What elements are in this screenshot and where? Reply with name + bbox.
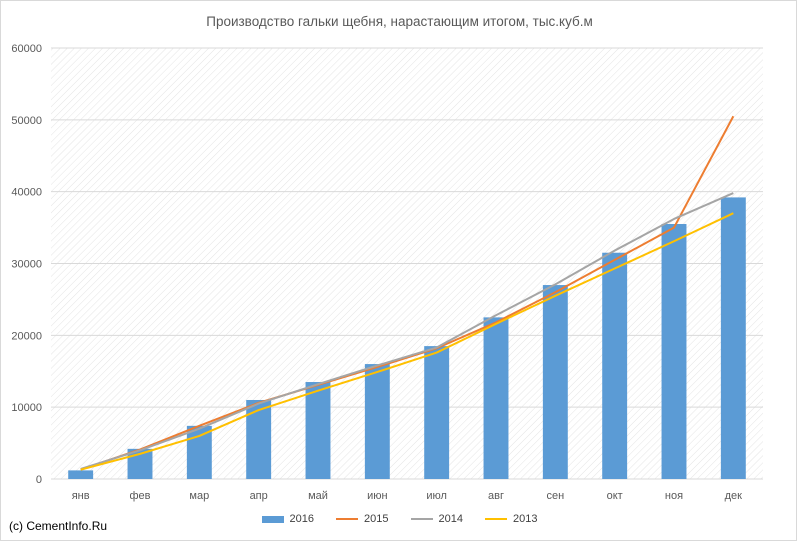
legend-item-2015: 2015 [336,513,389,525]
bar-2016 [186,425,212,479]
x-tick-label: май [308,490,328,502]
legend-item-2013: 2013 [484,513,538,525]
bar-series-2016 [68,197,746,479]
y-tick-label: 60000 [11,43,42,55]
legend-item-2016: 2016 [261,513,315,525]
bar-2016 [661,223,687,479]
x-axis-ticks: янв фев мар апр май июн июл авг сен окт ноя дек [72,490,742,502]
y-tick-label: 40000 [11,187,42,199]
y-tick-label: 10000 [11,402,42,414]
bar-2016 [542,285,568,479]
legend: 2016 2015 2014 2013 [1,513,797,525]
line-2014 [80,192,734,470]
chart-title: Производство гальки щебня, нарастающим и… [206,14,593,29]
legend-swatch-2013 [484,518,507,520]
bar-2016 [305,382,331,479]
y-axis-ticks: 0 10000 20000 30000 40000 50000 60000 [11,43,42,486]
y-tick-label: 0 [36,474,42,486]
x-tick-label: дек [725,490,743,502]
x-tick-label: мар [189,490,209,502]
legend-label-2013: 2013 [512,513,538,525]
x-tick-label: июл [426,490,447,502]
bar-2016 [364,364,390,479]
x-tick-label: ноя [665,490,683,502]
y-tick-label: 30000 [11,259,42,271]
x-tick-label: сен [546,490,564,502]
line-2015 [80,115,735,471]
x-tick-label: июн [367,490,387,502]
gridlines [51,47,763,480]
bar-2016 [720,197,746,479]
y-tick-label: 20000 [11,330,42,342]
bar-2016 [246,399,272,479]
legend-label-2016: 2016 [289,513,315,525]
legend-label-2014: 2014 [438,513,463,525]
line-series [80,115,735,471]
bar-2016 [68,470,94,479]
bar-2016 [424,346,450,479]
x-tick-label: янв [72,490,90,502]
x-tick-label: авг [488,490,504,502]
legend-swatch-2014 [410,518,433,520]
legend-label-2015: 2015 [364,513,389,525]
x-tick-label: фев [129,490,150,502]
legend-swatch-2015 [336,518,359,520]
legend-item-2014: 2014 [410,513,463,525]
bar-2016 [483,317,509,479]
bar-2016 [602,252,628,479]
x-tick-label: апр [250,490,268,502]
legend-swatch-2016 [261,515,284,523]
watermark: (c) CementInfo.Ru [9,519,108,533]
y-tick-label: 50000 [11,115,42,127]
x-tick-label: окт [607,490,623,502]
line-2013 [80,212,734,471]
